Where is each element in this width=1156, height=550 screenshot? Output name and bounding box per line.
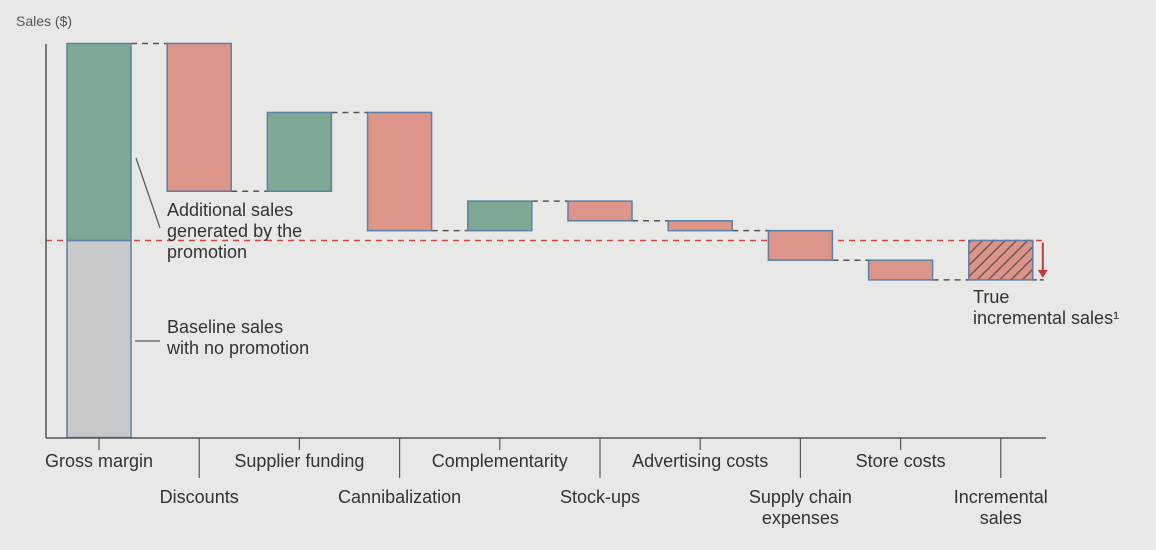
annotation-baseline-sales: Baseline sales bbox=[167, 317, 283, 337]
annotation-additional-sales: generated by the bbox=[167, 221, 302, 241]
bar-supply-chain-expenses bbox=[767, 229, 834, 261]
x-tick-label: Discounts bbox=[160, 487, 239, 507]
x-tick-label: Cannibalization bbox=[338, 487, 461, 507]
x-tick-label: Complementarity bbox=[432, 451, 568, 471]
bar-supplier-funding bbox=[266, 111, 333, 192]
bar-gross-margin-baseline bbox=[66, 239, 132, 439]
x-tick-label: Advertising costs bbox=[632, 451, 768, 471]
bar-discounts bbox=[166, 42, 232, 192]
annotation-additional-sales: promotion bbox=[167, 242, 247, 262]
annotation-true-incremental: incremental sales¹ bbox=[973, 308, 1119, 328]
x-tick-label: Gross margin bbox=[45, 451, 153, 471]
annotation-additional-sales: Additional sales bbox=[167, 200, 293, 220]
annotation-baseline-sales: with no promotion bbox=[166, 338, 309, 358]
x-tick-label: Incremental bbox=[954, 487, 1048, 507]
bar-complementarity bbox=[467, 200, 533, 232]
bar-incremental-sales bbox=[968, 239, 1034, 281]
x-tick-label: expenses bbox=[762, 508, 839, 528]
bar-stock-ups bbox=[567, 200, 633, 222]
x-tick-label: Stock-ups bbox=[560, 487, 640, 507]
x-tick-label: Store costs bbox=[856, 451, 946, 471]
arrow-head-icon bbox=[1037, 269, 1048, 278]
annotation-true-incremental: True bbox=[973, 287, 1009, 307]
bar-store-costs bbox=[867, 259, 934, 281]
y-axis-label: Sales ($) bbox=[16, 13, 72, 29]
x-tick-label: sales bbox=[980, 508, 1022, 528]
bar-cannibalization bbox=[366, 111, 433, 232]
bar-gross-margin-additional bbox=[66, 42, 132, 242]
bar-advertising-costs bbox=[667, 220, 733, 232]
x-tick-label: Supplier funding bbox=[234, 451, 364, 471]
x-tick-label: Supply chain bbox=[749, 487, 852, 507]
annotation-leader bbox=[135, 157, 161, 229]
